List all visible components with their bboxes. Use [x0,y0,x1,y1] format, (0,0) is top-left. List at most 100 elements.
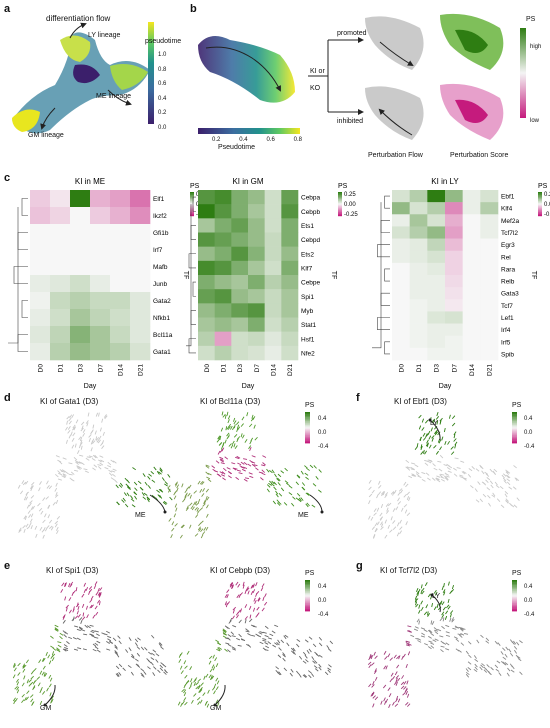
flow-arrow [374,528,378,533]
heatmap-day-label: D0 [398,364,405,373]
flow-arrow [242,584,245,589]
heatmap-cell [70,258,91,276]
flow-arrow [79,454,84,457]
flow-arrow [444,477,449,481]
flow-arrow [468,654,472,659]
flow-arrow [261,464,266,467]
flow-arrow [13,667,17,672]
ps-tick: -0.4 [524,444,535,450]
flow-arrow [101,440,105,445]
flow-arrow [459,474,464,477]
flow-arrow [476,639,480,644]
panel-e-title-1: KI of Spi1 (D3) [46,566,99,575]
flow-arrow [430,632,435,636]
flow-arrow [431,437,434,442]
ly-arrow-label-f: LY [430,420,439,427]
heatmap-cell [409,214,428,227]
flow-arrow [505,474,510,479]
flow-arrow [489,480,494,485]
flow-arrow [39,700,43,705]
legend-gradient-step [190,204,194,206]
flow-arrow [305,492,310,496]
flow-arrow [191,506,195,511]
flow-arrow [431,477,436,481]
flow-arrow [63,634,67,638]
flow-arrow [510,669,515,673]
flow-arrow [480,664,484,668]
flow-arrow [68,417,72,422]
flow-arrow [128,647,132,652]
flow-arrow [54,523,58,528]
flow-arrow [46,480,49,485]
flow-arrow [220,459,225,463]
heatmap-cell [427,335,446,349]
heatmap-cell [30,224,51,242]
flow-arrow [47,654,51,659]
flow-arrow [87,412,90,417]
flow-arrow [488,502,491,507]
heatmap-cell [130,343,151,361]
flow-arrow [147,485,151,489]
flow-arrow [447,581,450,586]
flow-arrow [54,628,59,631]
flow-arrow [503,480,507,484]
dendrogram-branch [188,253,196,269]
flow-arrow [420,627,425,630]
flow-arrow [153,666,157,670]
flow-arrow [89,624,94,627]
flow-arrow [512,486,517,490]
heatmap-cell [70,224,91,242]
flow-arrow [442,617,445,622]
flow-arrow [373,534,376,539]
flow-arrow [72,432,76,437]
flow-arrow [444,440,447,446]
flow-arrow [44,673,48,677]
me-arrow-label-2: ME [298,512,309,519]
flow-arrow [224,601,227,606]
flow-arrow [231,615,235,620]
heatmap-cell [248,218,265,233]
flow-arrow [402,653,406,658]
flow-arrow [424,450,428,455]
flow-arrow [74,469,79,472]
flow-arrow [173,513,177,518]
flow-arrow [306,492,311,496]
flow-arrow [311,504,316,508]
flow-arrow [400,489,403,494]
flow-arrow [454,444,457,449]
flow-arrow [176,484,180,489]
flow-arrow [318,642,323,647]
flow-arrow [288,492,293,496]
flow-arrow [433,606,437,611]
flow-arrow [208,660,212,665]
flow-arrow [236,637,241,641]
flow-arrow [201,493,205,497]
flow-arrow [118,663,123,668]
lineage-arrow [214,684,226,706]
flow-arrow [416,618,420,623]
heatmap-cell [409,226,428,239]
flow-arrow [444,472,449,476]
flow-arrow [380,523,384,528]
flow-arrow [21,480,25,485]
flow-arrow [47,504,50,509]
flow-arrow [256,612,260,617]
flow-arrow [250,624,255,627]
heatmap-cell [281,246,299,262]
flow-arrow [304,639,309,643]
heatmap-cell [392,335,410,349]
flow-arrow [417,640,422,643]
pseudotime-colorbar-ticks: 1.0 0.8 0.6 0.4 0.2 0.0 [158,48,166,135]
flow-arrow [235,456,240,459]
heatmap-row-label: Klf7 [301,265,313,272]
heatmap-cell [392,202,410,215]
heatmap-cell [110,343,131,361]
flow-arrow [82,432,86,437]
ps-legend-gradient-step [305,425,310,427]
flow-arrow [148,651,152,655]
flow-arrow [434,638,439,641]
flow-arrow [387,502,392,507]
flow-arrow [275,670,279,674]
heatmap-cell [90,343,111,361]
flow-arrow [127,665,132,669]
